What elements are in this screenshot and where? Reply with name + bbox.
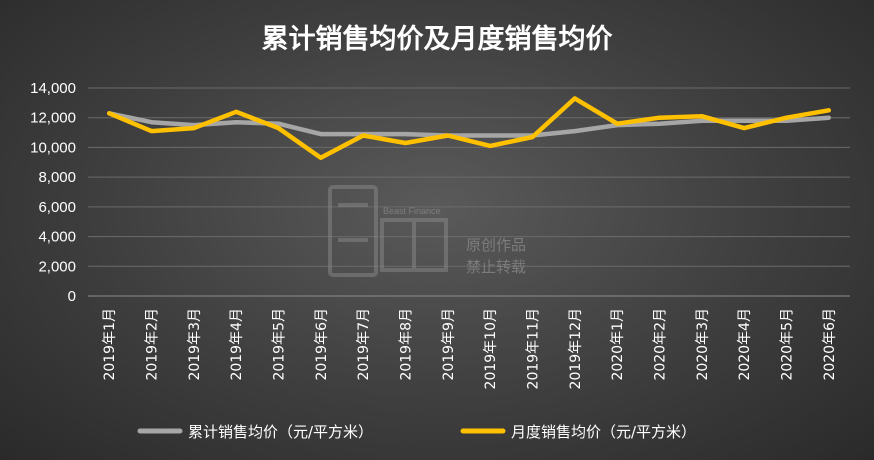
series-group <box>106 96 832 161</box>
y-tick-label: 2,000 <box>38 258 76 275</box>
data-point <box>319 156 323 160</box>
x-axis: 2019年1月 2019年2月 2019年3月 2019年4月 2019年5月 2019年… <box>102 308 838 389</box>
data-point <box>150 120 153 124</box>
data-point <box>573 96 577 100</box>
watermark <box>328 185 448 277</box>
data-point <box>488 134 492 138</box>
x-tick-label: 2019年11月 <box>526 308 542 389</box>
x-tick-label: 2020年2月 <box>653 308 669 381</box>
data-point <box>827 116 831 120</box>
series-line-cumulative <box>106 111 832 138</box>
data-point <box>404 141 407 145</box>
data-point <box>573 129 577 133</box>
data-point <box>742 126 746 130</box>
data-point <box>827 108 831 112</box>
x-tick-label: 2020年1月 <box>610 308 626 381</box>
x-tick-label: 2019年10月 <box>483 308 499 389</box>
data-point <box>107 111 111 115</box>
x-tick-label: 2019年8月 <box>399 308 415 381</box>
x-tick-label: 2020年5月 <box>780 308 796 381</box>
data-point <box>404 132 407 136</box>
data-point <box>658 116 661 120</box>
y-tick-label: 14,000 <box>30 80 76 97</box>
data-point <box>488 144 492 148</box>
y-tick-label: 12,000 <box>30 110 76 127</box>
y-tick-label: 10,000 <box>30 139 76 156</box>
data-point <box>615 122 619 126</box>
x-tick-label: 2019年4月 <box>229 308 245 381</box>
x-tick-label: 2019年5月 <box>272 308 288 381</box>
data-point <box>150 129 153 133</box>
y-tick-label: 6,000 <box>38 199 76 216</box>
y-axis: 0 2,000 4,000 6,000 8,000 10,000 12,000 14,000 <box>30 80 76 305</box>
data-point <box>361 134 365 138</box>
data-point <box>446 134 450 138</box>
data-point <box>700 119 704 123</box>
chart-title: 累计销售均价及月度销售均价 <box>262 23 614 55</box>
x-tick-label: 2019年9月 <box>441 308 457 381</box>
data-point <box>319 132 323 136</box>
data-point <box>531 135 534 139</box>
legend: 累计销售均价（元/平方米） 月度销售均价（元/平方米） <box>137 423 696 441</box>
x-tick-label: 2019年6月 <box>314 308 330 381</box>
watermark-logo-icon <box>328 185 378 277</box>
watermark-line1: 原创作品 <box>466 236 526 254</box>
data-point <box>785 116 788 120</box>
x-tick-label: 2019年7月 <box>356 308 372 381</box>
data-point <box>192 126 196 130</box>
data-point <box>277 122 280 126</box>
watermark-brand: Beast Finance <box>383 206 441 216</box>
x-tick-label: 2020年4月 <box>737 308 753 381</box>
x-tick-label: 2020年3月 <box>695 308 711 381</box>
data-point <box>234 120 238 124</box>
data-point <box>277 126 280 130</box>
x-tick-label: 2019年1月 <box>102 308 118 381</box>
x-tick-label: 2020年6月 <box>822 308 838 381</box>
y-tick-label: 8,000 <box>38 169 76 186</box>
data-point <box>742 119 746 123</box>
data-point <box>700 114 704 118</box>
x-tick-label: 2019年2月 <box>145 308 161 381</box>
legend-label-cumulative: 累计销售均价（元/平方米） <box>188 423 373 441</box>
x-tick-label: 2019年3月 <box>187 308 203 381</box>
data-point <box>658 122 661 126</box>
y-tick-label: 0 <box>68 288 76 305</box>
series-line-monthly <box>106 96 832 161</box>
data-point <box>234 110 238 114</box>
watermark-line2: 禁止转载 <box>466 258 526 276</box>
y-tick-label: 4,000 <box>38 229 76 246</box>
x-tick-label: 2019年12月 <box>568 308 584 389</box>
legend-label-monthly: 月度销售均价（元/平方米） <box>511 423 696 441</box>
